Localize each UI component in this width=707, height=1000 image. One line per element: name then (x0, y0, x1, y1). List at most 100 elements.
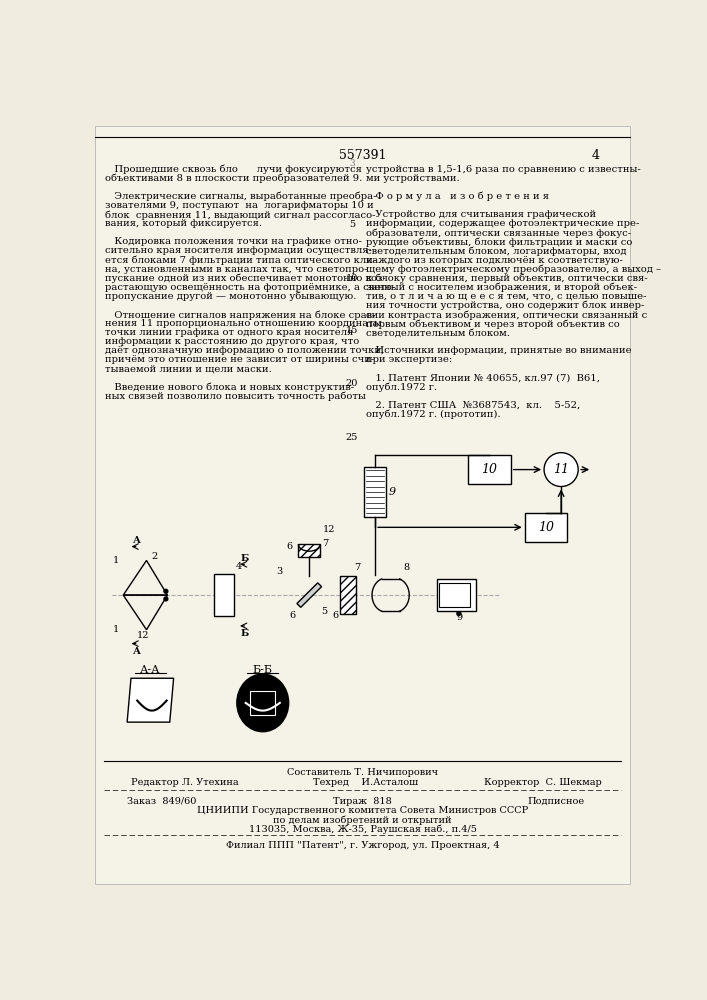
Bar (298, 544, 320, 557)
Text: 20: 20 (346, 379, 358, 388)
Text: Б-Б: Б-Б (252, 665, 273, 675)
Bar (468, 455, 510, 484)
Text: Составитель Т. Ничипорович: Составитель Т. Ничипорович (287, 768, 438, 777)
Text: рующие объективы, блоки фильтрации и маски со: рующие объективы, блоки фильтрации и мас… (366, 237, 632, 247)
Text: 25: 25 (346, 433, 358, 442)
Text: ных связей позволило повысить точность работы: ных связей позволило повысить точность р… (105, 392, 366, 401)
Text: 10: 10 (481, 463, 498, 476)
Circle shape (457, 612, 461, 615)
Text: 1: 1 (112, 556, 119, 565)
Text: сительно края носителя информации осуществля-: сительно края носителя информации осущес… (105, 246, 373, 255)
Text: Источники информации, принятые во внимание: Источники информации, принятые во вниман… (366, 346, 631, 355)
Text: Б: Б (241, 629, 249, 638)
Text: 6: 6 (290, 611, 296, 620)
Text: Подписное: Подписное (527, 797, 585, 806)
Text: 557391: 557391 (339, 149, 387, 162)
Text: первым объективом и через второй объектив со: первым объективом и через второй объекти… (366, 319, 619, 329)
Text: 15: 15 (346, 326, 358, 335)
Text: А: А (132, 536, 141, 545)
Bar (340, 576, 356, 614)
Bar (437, 579, 476, 611)
Text: 3: 3 (276, 567, 283, 576)
Bar (525, 513, 567, 542)
Text: 9: 9 (389, 487, 396, 497)
Text: Редактор Л. Утехина: Редактор Л. Утехина (131, 778, 239, 787)
Text: пускание одной из них обеспечивает монотонно воз-: пускание одной из них обеспечивает монот… (105, 274, 386, 283)
Text: опубл.1972 г. (прототип).: опубл.1972 г. (прототип). (366, 410, 501, 419)
Text: Введение нового блока и новых конструктив-: Введение нового блока и новых конструкти… (105, 383, 354, 392)
Text: на, установленными в каналах так, что светопро-: на, установленными в каналах так, что св… (105, 265, 368, 274)
Text: 3: 3 (349, 158, 355, 167)
Text: Отношение сигналов напряжения на блоке срав-: Отношение сигналов напряжения на блоке с… (105, 310, 376, 320)
Text: 10: 10 (538, 521, 554, 534)
Text: А: А (132, 647, 141, 656)
Text: каждого из которых подключён к соответствую-: каждого из которых подключён к соответст… (366, 256, 623, 265)
Text: 113035, Москва, Ж-35, Раушская наб., п.4/5: 113035, Москва, Ж-35, Раушская наб., п.4… (249, 825, 477, 834)
Text: светоделительным блоком, логарифматоры, вход: светоделительным блоком, логарифматоры, … (366, 246, 626, 256)
Circle shape (544, 453, 578, 487)
Circle shape (164, 597, 168, 601)
Text: 12: 12 (322, 525, 335, 534)
Text: ми устройствами.: ми устройствами. (366, 174, 460, 183)
Text: 9: 9 (457, 613, 462, 622)
Bar (364, 466, 386, 517)
Text: вания, который фиксируется.: вания, который фиксируется. (105, 219, 262, 228)
Text: объективами 8 в плоскости преобразователей 9.: объективами 8 в плоскости преобразовател… (105, 174, 363, 183)
Text: пропускание другой — монотонно убывающую.: пропускание другой — монотонно убывающую… (105, 292, 357, 301)
Text: образователи, оптически связанные через фокус-: образователи, оптически связанные через … (366, 228, 631, 238)
Text: занный с носителем изображения, и второй объек-: занный с носителем изображения, и второй… (366, 283, 637, 292)
Text: Филиал ППП "Патент", г. Ужгород, ул. Проектная, 4: Филиал ППП "Патент", г. Ужгород, ул. Про… (226, 841, 500, 850)
Text: 4: 4 (236, 562, 243, 571)
Ellipse shape (237, 674, 288, 731)
Text: 10: 10 (346, 274, 358, 283)
Text: нения 11 пропорционально отношению координаты: нения 11 пропорционально отношению коорд… (105, 319, 382, 328)
Text: опубл.1972 г.: опубл.1972 г. (366, 383, 437, 392)
Text: ния точности устройства, оно содержит блок инвер-: ния точности устройства, оно содержит бл… (366, 301, 644, 310)
Text: светоделительным блоком.: светоделительным блоком. (366, 328, 510, 337)
Text: зователями 9, поступают  на  логарифматоры 10 и: зователями 9, поступают на логарифматоры… (105, 201, 374, 210)
Text: ЦНИИПИ Государственного комитета Совета Министров СССР: ЦНИИПИ Государственного комитета Совета … (197, 806, 528, 815)
Text: при экспертизе:: при экспертизе: (366, 355, 452, 364)
Text: 8: 8 (403, 563, 409, 572)
Text: 11: 11 (553, 463, 569, 476)
Text: 1: 1 (112, 625, 119, 634)
Text: 6: 6 (332, 611, 339, 620)
Text: А-А: А-А (140, 665, 160, 675)
Text: Прошедшие сквозь бло      лучи фокусируются: Прошедшие сквозь бло лучи фокусируются (105, 165, 362, 174)
Text: Ф о р м у л а   и з о б р е т е н и я: Ф о р м у л а и з о б р е т е н и я (366, 192, 549, 201)
Text: информации, содержащее фотоэлектрические пре-: информации, содержащее фотоэлектрические… (366, 219, 639, 228)
Text: щему фотоэлектрическому преобразователю, а выход –: щему фотоэлектрическому преобразователю,… (366, 265, 661, 274)
Bar (440, 583, 470, 607)
Text: ется блоками 7 фильтрации типа оптического кли-: ется блоками 7 фильтрации типа оптическо… (105, 256, 377, 265)
Text: сии контраста изображения, оптически связанный с: сии контраста изображения, оптически свя… (366, 310, 647, 320)
Text: по делам изобретений и открытий: по делам изобретений и открытий (274, 815, 452, 825)
Text: 2. Патент США  №3687543,  кл.    5-52,: 2. Патент США №3687543, кл. 5-52, (366, 401, 580, 410)
Polygon shape (297, 583, 322, 607)
Text: Тираж  818: Тираж 818 (333, 797, 392, 806)
Text: 12: 12 (136, 631, 149, 640)
Text: 7: 7 (354, 563, 361, 572)
Text: информации к расстоянию до другого края, что: информации к расстоянию до другого края,… (105, 337, 360, 346)
Text: Кодировка положения точки на графике отно-: Кодировка положения точки на графике отн… (105, 237, 362, 246)
Bar (250, 691, 275, 715)
Text: 5: 5 (321, 607, 327, 616)
Text: Устройство для считывания графической: Устройство для считывания графической (366, 210, 596, 219)
Text: 5: 5 (349, 220, 355, 229)
Text: Б: Б (241, 554, 249, 563)
Text: Техред    И.Асталош: Техред И.Асталош (313, 778, 419, 787)
Text: 2: 2 (151, 552, 158, 561)
Text: Электрические сигналы, выработанные преобра-: Электрические сигналы, выработанные прео… (105, 192, 377, 201)
Text: точки линии графика от одного края носителя: точки линии графика от одного края носит… (105, 328, 354, 337)
Text: тив, о т л и ч а ю щ е е с я тем, что, с целью повыше-: тив, о т л и ч а ю щ е е с я тем, что, с… (366, 292, 646, 301)
Text: 7: 7 (322, 539, 329, 548)
Text: устройства в 1,5-1,6 раза по сравнению с известны-: устройства в 1,5-1,6 раза по сравнению с… (366, 165, 641, 174)
Text: 1. Патент Японии № 40655, кл.97 (7)  В61,: 1. Патент Японии № 40655, кл.97 (7) В61, (366, 374, 600, 383)
Text: растающую освещённость на фотоприёмнике, а свето-: растающую освещённость на фотоприёмнике,… (105, 283, 396, 292)
Text: тываемой линии и щели маски.: тываемой линии и щели маски. (105, 365, 272, 374)
Text: 4: 4 (592, 149, 600, 162)
Text: Заказ  849/60: Заказ 849/60 (127, 797, 197, 806)
Text: причём это отношение не зависит от ширины счи-: причём это отношение не зависит от ширин… (105, 355, 375, 364)
Text: блок  сравнения 11, выдающий сигнал рассогласо-: блок сравнения 11, выдающий сигнал рассо… (105, 210, 376, 220)
Text: Корректор  С. Шекмар: Корректор С. Шекмар (484, 778, 602, 787)
Polygon shape (127, 678, 174, 722)
